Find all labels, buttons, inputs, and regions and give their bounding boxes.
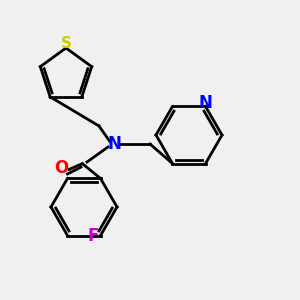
- Text: S: S: [61, 36, 71, 51]
- Text: F: F: [87, 226, 99, 244]
- Text: O: O: [54, 159, 69, 177]
- Text: N: N: [107, 135, 121, 153]
- Text: N: N: [199, 94, 212, 112]
